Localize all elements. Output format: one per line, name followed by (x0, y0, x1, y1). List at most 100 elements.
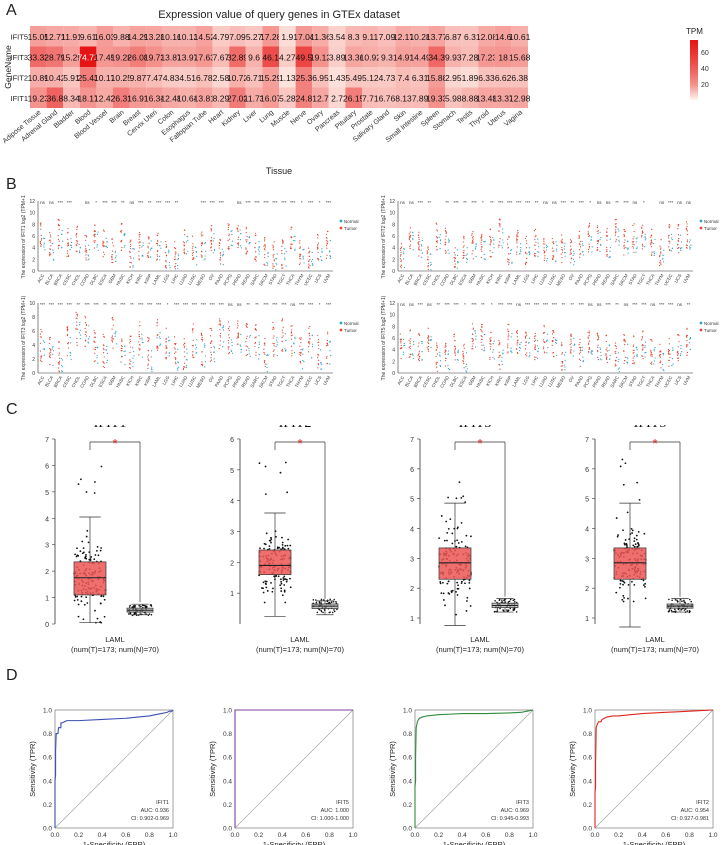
dotplot-point-tumor (236, 343, 239, 345)
heatmap-cell (378, 46, 396, 67)
dotplot-xtick: READ (240, 272, 251, 286)
dotplot-point-normal (475, 338, 477, 340)
dotplot-point-tumor (551, 341, 554, 343)
boxplot-point-tumor (619, 579, 622, 582)
boxplot-point-tumor (94, 481, 96, 483)
dotplot-ylabel: The expression of IFIT2 log2 (TPM+1) (381, 195, 387, 278)
dotplot-point-tumor (138, 333, 140, 336)
dotplot-signif: ** (535, 200, 539, 205)
dotplot-point-normal (43, 341, 46, 344)
dotplot-point-normal (302, 348, 304, 350)
dotplot-point-tumor (264, 249, 266, 251)
boxplot-point-normal (673, 608, 676, 611)
boxplot-point-tumor (275, 535, 277, 538)
dotplot-point-tumor (436, 223, 438, 225)
dotplot-point-normal (600, 236, 602, 239)
boxplot-point-tumor (283, 584, 286, 586)
heatmap-cell-label: 25.3 (296, 73, 313, 83)
dotplot-point-tumor (66, 327, 69, 329)
dotplot-point-tumor (183, 343, 186, 345)
boxplot-point-normal (328, 611, 331, 614)
heatmap-cell-label: 5.12 (362, 73, 379, 83)
dotplot-point-normal (168, 352, 171, 354)
boxplot-point-tumor (285, 580, 288, 583)
dotplot-point-tumor (210, 228, 212, 230)
dotplot-point-normal (430, 261, 432, 263)
dotplot-point-tumor (463, 345, 465, 347)
dotplot-point-normal (213, 347, 216, 349)
dotplot-point-tumor (570, 251, 572, 253)
dotplot-point-tumor (264, 363, 266, 365)
dotplot-xtick: LUSC (547, 374, 558, 388)
boxplot-point-tumor (93, 558, 96, 561)
dotplot-point-tumor (561, 234, 563, 236)
boxplot-point-tumor (644, 582, 647, 585)
dotplot-point-tumor (436, 230, 439, 232)
dotplot-point-normal (671, 233, 673, 235)
dotplot-point-tumor (129, 251, 131, 254)
roc-ytick: 0.8 (583, 731, 592, 738)
dotplot-point-tumor (588, 226, 590, 228)
dotplot-point-tumor (650, 244, 652, 246)
dotplot-point-tumor (481, 233, 483, 236)
heatmap-cell (229, 46, 246, 67)
dotplot-point-tumor (175, 252, 177, 254)
dotplot-point-normal (456, 249, 458, 251)
dotplot-point-normal (599, 347, 601, 349)
dotplot-point-tumor (570, 346, 572, 348)
heatmap-col-label: Muscle (270, 109, 292, 129)
dotplot-point-tumor (246, 235, 248, 238)
dotplot-point-tumor (66, 355, 68, 357)
dotplot-xtick: GBM (107, 375, 117, 387)
dotplot-point-normal (330, 354, 332, 357)
dotplot-point-tumor (668, 359, 670, 362)
dotplot-point-tumor (41, 331, 43, 333)
dotplot-point-tumor (184, 229, 186, 231)
boxplot-ytick: 2 (230, 560, 234, 567)
heatmap-cell (79, 46, 97, 67)
dotplot-point-normal (688, 246, 691, 248)
dotplot-xtick: LIHC (530, 374, 540, 386)
dotplot-signif: *** (525, 302, 531, 307)
dotplot-point-tumor (245, 337, 248, 340)
dotplot-point-tumor (103, 345, 105, 347)
dotplot-point-tumor (75, 233, 78, 236)
dotplot-point-normal (537, 238, 539, 240)
heatmap-cell-label: 15.29 (61, 52, 83, 62)
dotplot-point-tumor (418, 247, 420, 249)
roc-title: IFIT1 (98, 690, 131, 694)
dotplot-point-tumor (138, 349, 141, 351)
dotplot-point-normal (302, 249, 304, 251)
dotplot-point-normal (294, 248, 296, 250)
dotplot-point-normal (672, 347, 674, 349)
dotplot-point-normal (617, 352, 619, 354)
dotplot-point-tumor (462, 257, 464, 260)
dotplot-point-tumor (272, 343, 274, 345)
dotplot-point-tumor (129, 256, 131, 258)
dotplot-point-tumor (534, 349, 537, 351)
dotplot-signif: ** (490, 200, 494, 205)
dotplot-legend-normal: Normal (344, 321, 359, 326)
dotplot-point-tumor (210, 359, 213, 361)
dotplot-point-tumor (263, 360, 265, 362)
dotplot-point-normal (439, 354, 441, 356)
dotplot-point-tumor (263, 361, 266, 363)
dotplot-point-tumor (535, 241, 537, 243)
dotplot-point-tumor (84, 245, 86, 247)
heatmap-cell-label: 26.15 (343, 93, 365, 103)
boxplot-point-tumor (642, 579, 645, 582)
dotplot-point-tumor (660, 247, 662, 249)
dotplot-point-normal (627, 252, 629, 254)
dotplot-point-tumor (316, 258, 319, 260)
dotplot-point-tumor (76, 324, 78, 326)
heatmap-cell (179, 26, 196, 47)
dotplot-point-normal (510, 336, 512, 338)
dotplot-xtick: PRAD (591, 374, 602, 388)
dotplot-point-tumor (651, 361, 653, 363)
dotplot-xtick: THYM (294, 273, 305, 287)
dotplot-point-tumor (183, 347, 185, 349)
heatmap-cell-label: 16.34 (144, 93, 166, 103)
dotplot-point-tumor (444, 344, 447, 346)
dotplot-point-tumor (409, 240, 412, 242)
boxplot-point-tumor (79, 478, 82, 481)
